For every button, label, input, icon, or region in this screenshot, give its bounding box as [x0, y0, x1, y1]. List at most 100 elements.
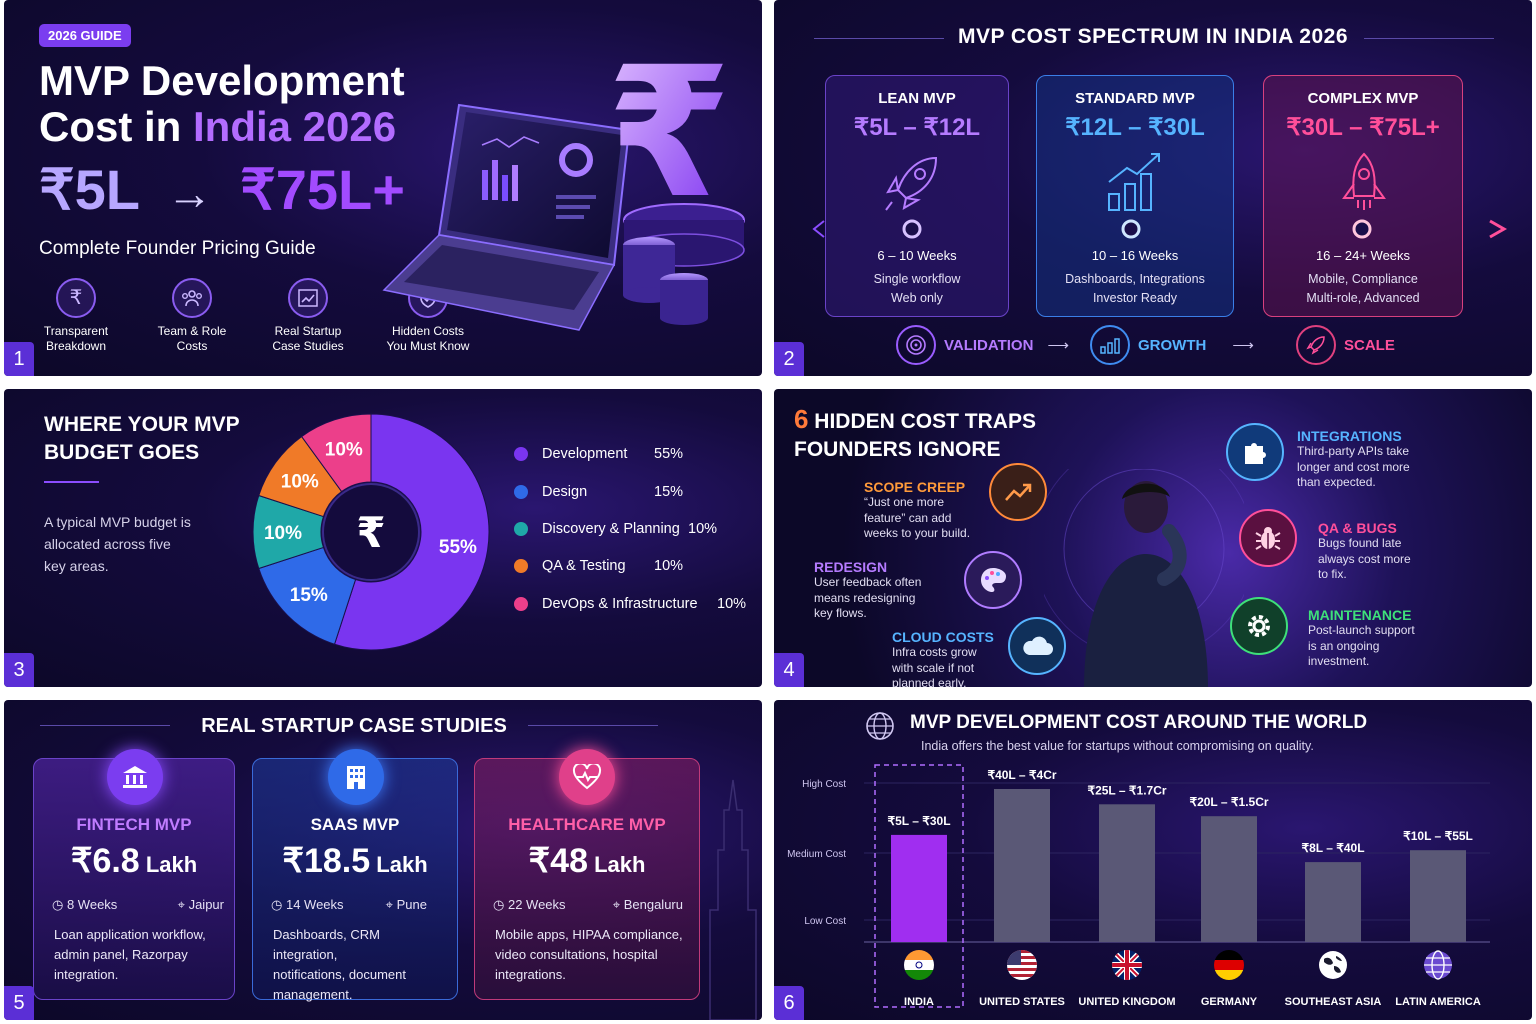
world-subtitle: India offers the best value for startups… [921, 739, 1314, 753]
hero-title-line1: MVP Development [39, 57, 405, 104]
clock-icon: ◷ [52, 897, 64, 912]
country-label: LATIN AMERICA [1386, 950, 1490, 1008]
tier-desc-line: Mobile, Compliance [1308, 272, 1418, 286]
location-pin-icon: ⌖ [385, 897, 393, 912]
legend-label: Discovery & Planning [542, 521, 680, 537]
bar-value-label: ₹20L – ₹1.5Cr [1189, 795, 1268, 809]
legend-label: QA & Testing [542, 558, 626, 574]
location-pin-icon: ⌖ [612, 897, 621, 912]
case-desc-line: admin panel, Razorpay [54, 947, 188, 962]
case-name: SAAS MVP [310, 815, 400, 834]
clock-icon: ◷ [271, 897, 283, 912]
tier-lean: LEAN MVP ₹5L – ₹12L 6 – 10 Weeks Single … [825, 75, 1009, 317]
world-cost-bar-chart: High Cost Medium Cost Low Cost ₹5L – ₹30L ₹4… [787, 764, 1490, 1008]
heartbeat-icon [559, 749, 615, 805]
southeast-asia-globe-icon [1318, 950, 1348, 980]
launch-rocket-icon [1342, 152, 1386, 210]
tier-desc: Single workflow Web only [826, 270, 1008, 308]
case-desc-line: notifications, document [273, 967, 406, 982]
bar-germany [1201, 816, 1257, 942]
trap-desc-line: “Just one more [864, 495, 945, 509]
trap-scope-creep: SCOPE CREEP “Just one more feature” can a… [864, 479, 970, 542]
hero-title-part-b: India 2026 [193, 103, 397, 150]
world-cost-panel: MVP DEVELOPMENT COST AROUND THE WORLD In… [774, 700, 1532, 1020]
germany-flag-icon [1214, 950, 1244, 980]
panel-number: 4 [774, 653, 804, 687]
trap-desc-line: Bugs found late [1318, 536, 1402, 550]
case-duration: ◷ 8 Weeks [52, 897, 117, 913]
stage-label: GROWTH [1138, 336, 1207, 354]
trap-title: REDESIGN [814, 559, 888, 575]
stage-scale: SCALE [1296, 325, 1395, 365]
country-name: SOUTHEAST ASIA [1284, 996, 1382, 1008]
trap-desc-line: feature” can add [864, 510, 952, 525]
rocket-icon [1296, 325, 1336, 365]
y-axis-label: High Cost [802, 779, 846, 790]
price-range: ₹5L → ₹75L+ [39, 160, 405, 223]
trap-title: SCOPE CREEP [864, 479, 966, 495]
case-desc: Mobile apps, HIPAA compliance, video cons… [495, 925, 689, 985]
budget-description: A typical MVP budget is allocated across… [44, 511, 191, 577]
tier-range: ₹5L – ₹12L [853, 114, 981, 141]
title-divider [814, 38, 944, 39]
hidden-costs-title-line: HIDDEN COST TRAPS [808, 410, 1036, 433]
case-desc-line: integrations. [495, 967, 566, 982]
case-location: ⌖ Pune [386, 897, 427, 913]
trap-desc: Third-party APIs take longer and cost mor… [1297, 444, 1410, 491]
tier-name: LEAN MVP [878, 90, 956, 107]
guide-badge: 2026 GUIDE [39, 24, 131, 47]
trap-integrations: INTEGRATIONS Third-party APIs take longer… [1297, 428, 1410, 491]
title-divider [40, 725, 170, 726]
case-amount: ₹18.5 Lakh [253, 841, 457, 881]
feature-label: Hidden Costs [391, 324, 465, 338]
feature-transparent: ₹ Transparent Breakdown [26, 278, 126, 354]
donut-slice-label: 10% [325, 439, 363, 460]
hero-title: MVP Development Cost in India 2026 [39, 58, 405, 150]
case-meta: ◷ 22 Weeks ⌖ Bengaluru [493, 897, 683, 913]
legend-swatch [514, 485, 528, 499]
y-axis-label: Low Cost [804, 916, 846, 927]
trap-desc: Post-launch support is an ongoing investme… [1308, 623, 1415, 670]
panel-number: 6 [774, 986, 804, 1020]
team-icon [172, 278, 212, 318]
case-fintech: FINTECH MVP ₹6.8 Lakh ◷ 8 Weeks ⌖ Jaipur … [33, 749, 235, 1000]
legend-value: 10% [688, 521, 718, 537]
case-desc-line: Loan application workflow, [54, 927, 206, 942]
legend-value: 15% [654, 484, 684, 500]
location-pin-icon: ⌖ [177, 897, 185, 912]
feature-label: Team & Role [157, 324, 227, 338]
tier-desc-line: Web only [891, 291, 943, 305]
bar-india [891, 834, 947, 942]
country-label: UNITED STATES [970, 950, 1074, 1008]
case-meta: ◷ 8 Weeks ⌖ Jaipur [52, 897, 224, 913]
legend-item: DevOps & Infrastructure 10% [514, 596, 746, 612]
trap-desc-line: User feedback often [814, 575, 922, 589]
trap-desc-line: planned early. [892, 676, 967, 687]
cost-spectrum-panel: MVP COST SPECTRUM IN INDIA 2026 LEAN MVP… [774, 0, 1532, 376]
case-desc-line: Mobile apps, HIPAA compliance, [495, 927, 683, 942]
tier-weeks: 16 – 24+ Weeks [1315, 248, 1411, 263]
bar-value-label: ₹8L – ₹40L [1301, 841, 1364, 855]
legend-value: 55% [654, 446, 684, 462]
tier-name: STANDARD MVP [1075, 90, 1195, 107]
feature-team: Team & Role Costs [142, 278, 242, 354]
legend-label: Development [542, 446, 628, 462]
tier-standard: STANDARD MVP ₹12L – ₹30L 10 – 16 Weeks D… [1036, 75, 1234, 317]
donut-slice-design [258, 546, 357, 645]
building-icon [328, 749, 384, 805]
budget-desc-line: A typical MVP budget is [44, 514, 191, 530]
case-weeks: 14 Weeks [285, 897, 344, 912]
spectrum-title: MVP COST SPECTRUM IN INDIA 2026 [957, 25, 1349, 48]
donut-slice-devops-infrastructure [300, 413, 372, 493]
legend-value: 10% [717, 596, 747, 612]
trap-desc-line: Infra costs grow [892, 645, 977, 659]
trap-desc-line: longer and cost more [1297, 459, 1410, 474]
uk-flag-icon [1112, 950, 1142, 980]
tier-name: COMPLEX MVP [1307, 90, 1419, 107]
price-from: ₹5L [39, 158, 139, 221]
case-name: HEALTHCARE MVP [508, 815, 666, 834]
highlight-box [874, 764, 964, 1008]
legend-item: QA & Testing 10% [514, 558, 683, 574]
panel-number: 5 [4, 986, 34, 1020]
tier-desc-line: Investor Ready [1092, 291, 1178, 305]
